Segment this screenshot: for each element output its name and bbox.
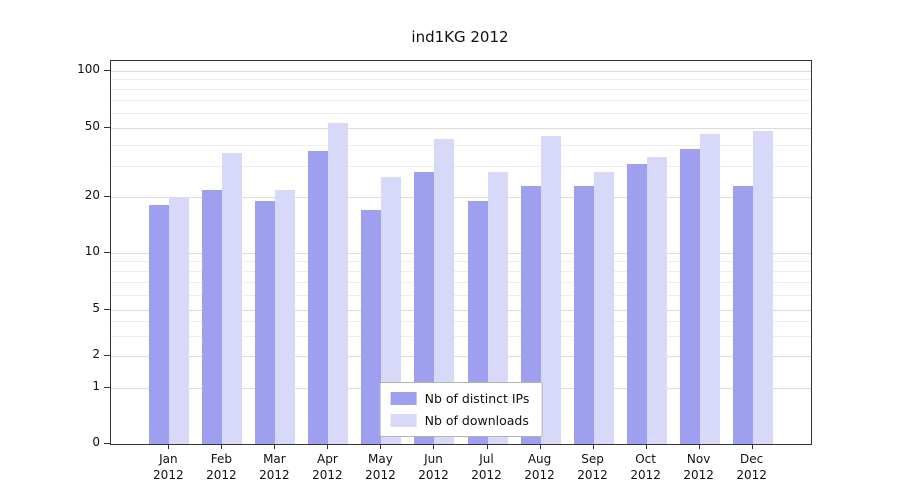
legend-swatch-downloads <box>390 414 417 427</box>
y-axis-tick-label: 0 <box>92 435 100 449</box>
bar-distinct-ips <box>414 171 435 444</box>
chart-title: ind1KG 2012 <box>411 28 509 46</box>
gridline <box>111 196 811 198</box>
x-axis-label: Mar 2012 <box>259 452 290 483</box>
x-axis-tick-mark <box>433 444 435 449</box>
bar-downloads <box>381 177 402 444</box>
x-axis-tick-mark <box>751 444 753 449</box>
x-axis-tick-mark <box>592 444 594 449</box>
legend-swatch-distinct-ips <box>390 392 417 405</box>
bar-downloads <box>487 171 508 444</box>
legend-entry-distinct-ips: Nb of distinct IPs <box>390 391 530 406</box>
gridline <box>111 89 811 91</box>
y-axis-tick-label: 10 <box>84 243 100 258</box>
gridline <box>111 335 811 337</box>
gridline <box>111 112 811 114</box>
bar-downloads <box>222 152 243 444</box>
gridline <box>111 100 811 102</box>
y-axis-tick-label: 1 <box>92 379 100 394</box>
bar-downloads <box>434 139 455 444</box>
bar-distinct-ips <box>361 210 382 444</box>
y-axis-tick-mark <box>104 195 110 197</box>
plot-area: Nb of distinct IPs Nb of downloads <box>110 60 812 445</box>
y-axis-tick-label: 20 <box>84 187 100 202</box>
gridline <box>111 355 811 357</box>
bar-distinct-ips <box>520 186 541 444</box>
gridline <box>111 144 811 146</box>
x-axis-label: May 2012 <box>365 452 396 483</box>
x-axis-tick-mark <box>274 444 276 449</box>
y-axis-tick-mark <box>104 69 110 71</box>
gridline <box>111 128 811 130</box>
x-axis-tick-mark <box>539 444 541 449</box>
x-axis-label: Apr 2012 <box>312 452 343 483</box>
legend: Nb of distinct IPs Nb of downloads <box>379 382 543 437</box>
x-axis-tick-mark <box>380 444 382 449</box>
x-axis-label: Jul 2012 <box>471 452 502 483</box>
x-axis-tick-mark <box>221 444 223 449</box>
bar-downloads <box>540 135 561 444</box>
bar-downloads <box>646 157 667 444</box>
y-axis-tick-mark <box>104 443 110 444</box>
bar-downloads <box>752 131 773 444</box>
x-axis-label: Feb 2012 <box>206 452 237 483</box>
x-axis-label: Oct 2012 <box>630 452 661 483</box>
bar-downloads <box>169 196 190 444</box>
gridline <box>111 282 811 284</box>
gridline <box>111 270 811 272</box>
x-axis-label: Jun 2012 <box>418 452 449 483</box>
legend-label-downloads: Nb of downloads <box>424 413 529 428</box>
bar-distinct-ips <box>308 150 329 444</box>
bar-downloads <box>699 134 720 444</box>
y-axis-tick-mark <box>104 127 110 129</box>
bar-distinct-ips <box>573 186 594 444</box>
legend-entry-downloads: Nb of downloads <box>390 413 530 428</box>
x-axis-tick-mark <box>486 444 488 449</box>
x-axis-label: Nov 2012 <box>683 452 714 483</box>
y-axis-tick-mark <box>104 308 110 310</box>
legend-label-distinct-ips: Nb of distinct IPs <box>424 391 530 406</box>
gridline <box>111 252 811 254</box>
gridline <box>111 166 811 168</box>
gridline <box>111 309 811 311</box>
bar-downloads <box>328 123 349 444</box>
bar-downloads <box>275 189 296 444</box>
bar-distinct-ips <box>679 148 700 444</box>
bar-distinct-ips <box>149 205 170 444</box>
gridline <box>111 321 811 323</box>
y-axis-tick-label: 2 <box>92 346 100 361</box>
y-axis-tick-mark <box>104 354 110 356</box>
y-axis-tick-label: 100 <box>77 61 100 76</box>
x-axis-label: Dec 2012 <box>736 452 767 483</box>
x-axis-tick-mark <box>698 444 700 449</box>
bar-distinct-ips <box>626 164 647 444</box>
bar-distinct-ips <box>202 189 223 444</box>
x-axis-label: Aug 2012 <box>524 452 555 483</box>
gridline <box>111 70 811 72</box>
gridline <box>111 79 811 81</box>
y-axis-tick-mark <box>104 251 110 253</box>
bar-distinct-ips <box>255 201 276 444</box>
y-axis-tick-mark <box>104 387 110 389</box>
gridline <box>111 294 811 296</box>
x-axis-tick-mark <box>327 444 329 449</box>
y-axis-tick-label: 50 <box>84 119 100 134</box>
x-axis-tick-mark <box>645 444 647 449</box>
bar-downloads <box>593 171 614 444</box>
x-axis-tick-mark <box>168 444 170 449</box>
gridline <box>111 261 811 263</box>
bar-distinct-ips <box>732 186 753 444</box>
x-axis-label: Jan 2012 <box>153 452 184 483</box>
x-axis-label: Sep 2012 <box>577 452 608 483</box>
y-axis-tick-label: 5 <box>92 300 100 315</box>
